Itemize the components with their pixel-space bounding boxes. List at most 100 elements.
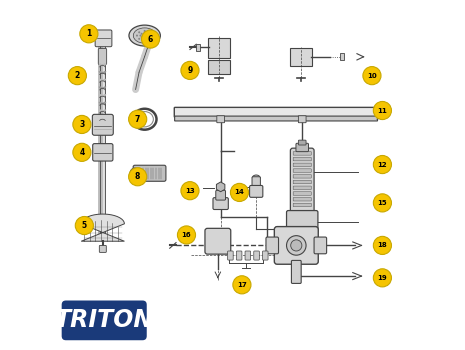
Circle shape	[373, 236, 392, 254]
FancyBboxPatch shape	[266, 237, 279, 254]
FancyBboxPatch shape	[208, 60, 230, 74]
FancyBboxPatch shape	[205, 228, 231, 254]
FancyBboxPatch shape	[293, 180, 311, 184]
Circle shape	[138, 31, 140, 33]
FancyBboxPatch shape	[293, 175, 311, 178]
Text: 18: 18	[378, 243, 387, 248]
Text: 6: 6	[148, 35, 153, 43]
FancyBboxPatch shape	[95, 30, 112, 47]
FancyBboxPatch shape	[100, 245, 106, 252]
FancyBboxPatch shape	[290, 48, 312, 66]
FancyBboxPatch shape	[228, 251, 233, 260]
Text: 9: 9	[187, 66, 193, 75]
FancyBboxPatch shape	[293, 203, 311, 207]
Circle shape	[144, 30, 146, 32]
Circle shape	[291, 240, 302, 251]
FancyBboxPatch shape	[216, 190, 226, 200]
Circle shape	[141, 30, 159, 48]
Ellipse shape	[130, 168, 140, 178]
Circle shape	[181, 182, 199, 200]
Circle shape	[178, 226, 196, 244]
FancyBboxPatch shape	[293, 163, 311, 167]
Circle shape	[373, 194, 392, 212]
Circle shape	[373, 269, 392, 287]
Circle shape	[80, 25, 98, 43]
Circle shape	[129, 168, 147, 186]
Text: 8: 8	[135, 172, 140, 181]
Circle shape	[75, 217, 93, 235]
FancyBboxPatch shape	[175, 116, 378, 121]
Text: 13: 13	[185, 188, 195, 194]
Circle shape	[144, 32, 146, 34]
Polygon shape	[216, 182, 225, 192]
FancyBboxPatch shape	[293, 186, 311, 190]
FancyBboxPatch shape	[286, 211, 318, 233]
Circle shape	[373, 155, 392, 174]
Text: 5: 5	[82, 221, 87, 230]
FancyBboxPatch shape	[208, 38, 230, 58]
Circle shape	[129, 110, 147, 128]
FancyBboxPatch shape	[339, 53, 344, 60]
Text: 17: 17	[237, 282, 247, 288]
Text: 7: 7	[135, 115, 140, 124]
FancyBboxPatch shape	[262, 251, 268, 260]
Circle shape	[286, 236, 306, 255]
FancyBboxPatch shape	[299, 116, 306, 123]
FancyBboxPatch shape	[174, 107, 378, 117]
FancyBboxPatch shape	[293, 197, 311, 201]
Text: 12: 12	[378, 162, 387, 168]
Circle shape	[144, 37, 146, 39]
FancyBboxPatch shape	[292, 260, 301, 284]
FancyBboxPatch shape	[196, 43, 200, 50]
Circle shape	[181, 61, 199, 79]
Circle shape	[231, 183, 248, 202]
FancyBboxPatch shape	[293, 152, 311, 155]
FancyBboxPatch shape	[217, 116, 225, 123]
Ellipse shape	[129, 25, 160, 46]
Text: 14: 14	[234, 189, 245, 195]
Circle shape	[140, 35, 141, 37]
Circle shape	[73, 116, 91, 133]
FancyBboxPatch shape	[296, 143, 308, 152]
FancyBboxPatch shape	[236, 251, 242, 260]
FancyBboxPatch shape	[274, 226, 318, 264]
Circle shape	[73, 143, 91, 161]
Circle shape	[149, 38, 151, 40]
Text: 19: 19	[378, 275, 387, 281]
Text: 1: 1	[86, 29, 92, 38]
Text: 4: 4	[79, 148, 85, 157]
Circle shape	[146, 33, 149, 35]
FancyBboxPatch shape	[133, 165, 166, 181]
FancyBboxPatch shape	[314, 237, 326, 254]
Text: 3: 3	[79, 120, 85, 129]
Circle shape	[373, 102, 392, 120]
FancyBboxPatch shape	[62, 301, 147, 340]
Circle shape	[136, 35, 138, 37]
Text: 11: 11	[378, 107, 387, 113]
Text: TRITON: TRITON	[55, 308, 154, 332]
FancyBboxPatch shape	[93, 114, 113, 135]
FancyBboxPatch shape	[299, 140, 306, 145]
Circle shape	[140, 33, 143, 35]
Ellipse shape	[133, 28, 156, 43]
FancyBboxPatch shape	[245, 251, 251, 260]
Text: 16: 16	[182, 232, 191, 238]
Circle shape	[138, 38, 140, 40]
Circle shape	[151, 35, 153, 37]
Circle shape	[146, 36, 149, 38]
Ellipse shape	[252, 175, 260, 181]
Ellipse shape	[145, 168, 154, 178]
FancyBboxPatch shape	[290, 148, 314, 212]
FancyBboxPatch shape	[293, 158, 311, 161]
Polygon shape	[81, 214, 125, 241]
FancyBboxPatch shape	[98, 48, 106, 64]
FancyBboxPatch shape	[250, 186, 263, 197]
FancyBboxPatch shape	[213, 198, 228, 210]
FancyBboxPatch shape	[293, 192, 311, 195]
Text: 15: 15	[378, 200, 387, 206]
FancyBboxPatch shape	[252, 177, 260, 188]
Circle shape	[363, 66, 381, 85]
Circle shape	[140, 36, 143, 38]
FancyBboxPatch shape	[93, 144, 113, 161]
Text: 10: 10	[367, 73, 377, 79]
